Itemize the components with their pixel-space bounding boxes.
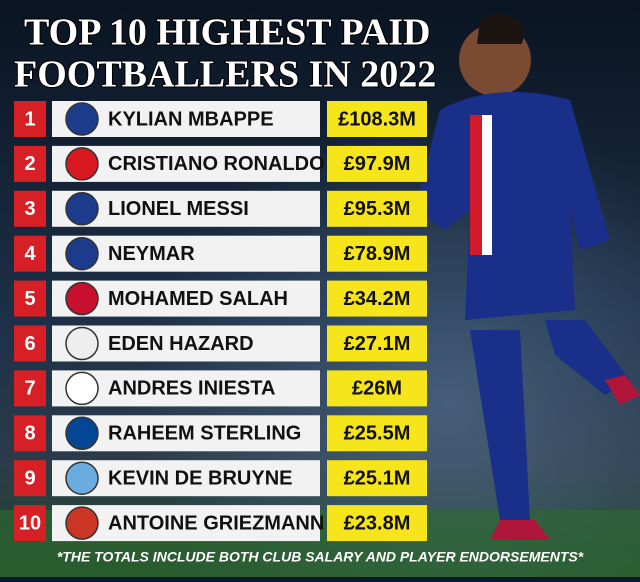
rank: 5 — [24, 288, 35, 310]
club-logo — [65, 102, 99, 136]
title-line: FOOTBALLERS IN 2022 — [14, 54, 436, 96]
rank: 3 — [24, 198, 35, 220]
salary: £108.3M — [338, 108, 416, 130]
salary-box — [327, 505, 427, 542]
title-line: TOP 10 HIGHEST PAID — [24, 12, 431, 54]
ranking-row: 4 NEYMAR £78.9M — [14, 235, 427, 272]
rank-box — [14, 505, 46, 542]
ranking-list: 1 KYLIAN MBAPPE £108.3M 2 CRISTIANO RONALDO £… — [14, 101, 427, 542]
player-name: CRISTIANO RONALDO — [108, 153, 325, 175]
salary: £95.3M — [344, 198, 411, 220]
salary-box — [327, 235, 427, 272]
ranking-row: 10 ANTOINE GRIEZMANN £23.8M — [14, 505, 427, 542]
rank-box — [14, 280, 46, 317]
rank: 2 — [24, 153, 35, 175]
salary: £78.9M — [344, 243, 411, 265]
salary-box — [327, 460, 427, 497]
rank: 6 — [24, 333, 35, 355]
rank-box — [14, 415, 46, 452]
salary-box — [327, 325, 427, 362]
club-logo — [65, 371, 99, 406]
player-name: EDEN HAZARD — [108, 333, 254, 355]
player-name: LIONEL MESSI — [108, 198, 249, 220]
player-name: RAHEEM STERLING — [108, 423, 301, 445]
salary: £34.2M — [344, 288, 411, 310]
salary: £97.9M — [344, 153, 411, 175]
ranking-row: 9 KEVIN DE BRUYNE £25.1M — [14, 460, 427, 497]
ranking-row: 2 CRISTIANO RONALDO £97.9M — [14, 145, 427, 182]
rank-box — [14, 325, 46, 362]
salary: £23.8M — [344, 512, 411, 534]
player — [415, 14, 640, 540]
club-logo — [65, 192, 99, 226]
salary: £25.5M — [344, 423, 411, 445]
club-logo — [65, 461, 99, 495]
player-name: ANDRES INIESTA — [108, 378, 275, 400]
club-logo — [65, 236, 99, 271]
rank-box — [14, 235, 46, 272]
rank-box — [14, 145, 46, 182]
ranking-row: 6 EDEN HAZARD £27.1M — [14, 325, 427, 362]
ranking-row: 1 KYLIAN MBAPPE £108.3M — [14, 101, 427, 137]
rank-box — [14, 460, 46, 497]
salary-box — [327, 280, 427, 317]
player-name: ANTOINE GRIEZMANN — [108, 512, 324, 534]
rank: 9 — [24, 467, 35, 489]
salary: £26M — [352, 378, 402, 400]
rank-box — [14, 370, 46, 407]
club-logo — [65, 506, 99, 540]
club-logo — [65, 281, 99, 316]
player-name: KYLIAN MBAPPE — [108, 108, 274, 130]
player-name: KEVIN DE BRUYNE — [108, 467, 292, 489]
rank: 7 — [24, 378, 35, 400]
rank: 1 — [24, 108, 35, 130]
player-name: NEYMAR — [108, 243, 195, 265]
salary-box — [327, 415, 427, 452]
club-logo — [65, 147, 99, 181]
rank: 10 — [19, 512, 41, 534]
ranking-row: 5 MOHAMED SALAH £34.2M — [14, 280, 427, 317]
club-logo — [65, 326, 99, 361]
rank: 4 — [24, 243, 36, 265]
rank: 8 — [24, 423, 35, 445]
footnote: *THE TOTALS INCLUDE BOTH CLUB SALARY AND… — [57, 549, 584, 565]
club-logo — [65, 416, 99, 451]
ranking-row: 7 ANDRES INIESTA £26M — [14, 370, 427, 407]
salary-box — [327, 101, 427, 137]
salary-box — [327, 190, 427, 227]
salary-box — [327, 370, 427, 407]
ranking-row: 3 LIONEL MESSI £95.3M — [14, 190, 427, 227]
player-name: MOHAMED SALAH — [108, 288, 288, 310]
salary: £25.1M — [344, 467, 411, 489]
rank-box — [14, 190, 46, 227]
ranking-row: 8 RAHEEM STERLING £25.5M — [14, 415, 427, 452]
salary-box — [327, 145, 427, 182]
rank-box — [14, 101, 46, 137]
salary: £27.1M — [344, 333, 411, 355]
